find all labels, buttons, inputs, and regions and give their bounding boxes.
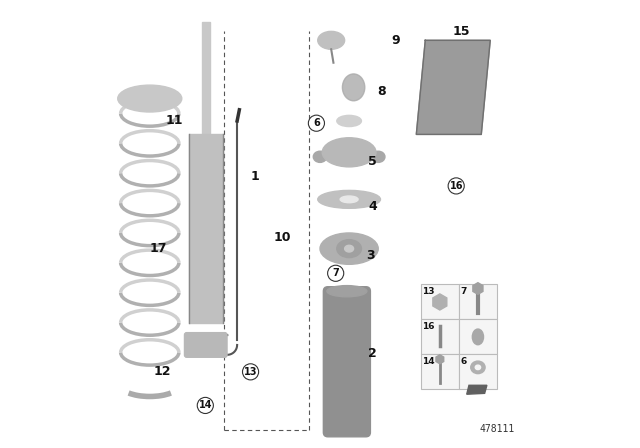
Ellipse shape xyxy=(337,240,362,258)
Circle shape xyxy=(308,115,324,131)
Ellipse shape xyxy=(340,196,358,203)
Ellipse shape xyxy=(472,329,484,345)
Text: 5: 5 xyxy=(368,155,377,168)
Bar xyxy=(202,22,210,170)
Polygon shape xyxy=(467,385,487,394)
Ellipse shape xyxy=(320,233,378,264)
Ellipse shape xyxy=(317,190,380,208)
Text: 13: 13 xyxy=(244,367,257,377)
Text: 8: 8 xyxy=(377,85,386,99)
Ellipse shape xyxy=(317,31,344,49)
Circle shape xyxy=(243,364,259,380)
Bar xyxy=(459,284,497,319)
Text: 16: 16 xyxy=(449,181,463,191)
Text: 17: 17 xyxy=(149,242,166,255)
Text: 14: 14 xyxy=(422,357,435,366)
Text: 6: 6 xyxy=(460,357,467,366)
Ellipse shape xyxy=(344,246,354,252)
Text: 3: 3 xyxy=(366,249,374,262)
Text: 14: 14 xyxy=(198,401,212,410)
Text: 9: 9 xyxy=(391,34,399,47)
Ellipse shape xyxy=(471,361,485,374)
Ellipse shape xyxy=(327,286,367,297)
Bar xyxy=(421,284,459,319)
Text: 6: 6 xyxy=(313,118,320,128)
Text: 13: 13 xyxy=(422,287,435,296)
Text: 11: 11 xyxy=(166,114,183,128)
Ellipse shape xyxy=(371,151,385,163)
Text: 16: 16 xyxy=(422,322,435,331)
Bar xyxy=(189,134,223,323)
Text: 1: 1 xyxy=(251,170,259,184)
Text: 2: 2 xyxy=(368,347,377,361)
Polygon shape xyxy=(417,40,490,134)
Bar xyxy=(459,319,497,354)
Ellipse shape xyxy=(476,365,481,370)
Ellipse shape xyxy=(323,138,376,167)
Ellipse shape xyxy=(118,85,182,112)
Bar xyxy=(421,319,459,354)
Circle shape xyxy=(448,178,464,194)
Circle shape xyxy=(197,397,213,414)
Text: 7: 7 xyxy=(332,268,339,278)
FancyBboxPatch shape xyxy=(184,332,227,358)
FancyBboxPatch shape xyxy=(323,287,371,437)
Text: 478111: 478111 xyxy=(479,424,515,434)
Text: 7: 7 xyxy=(460,287,467,296)
Bar xyxy=(421,354,459,389)
Text: 12: 12 xyxy=(154,365,171,379)
Bar xyxy=(459,354,497,389)
Text: 10: 10 xyxy=(273,231,291,244)
Text: 15: 15 xyxy=(452,25,470,38)
Ellipse shape xyxy=(314,151,327,163)
Text: 4: 4 xyxy=(368,199,377,213)
Ellipse shape xyxy=(337,116,362,127)
Ellipse shape xyxy=(342,74,365,101)
Circle shape xyxy=(328,265,344,281)
